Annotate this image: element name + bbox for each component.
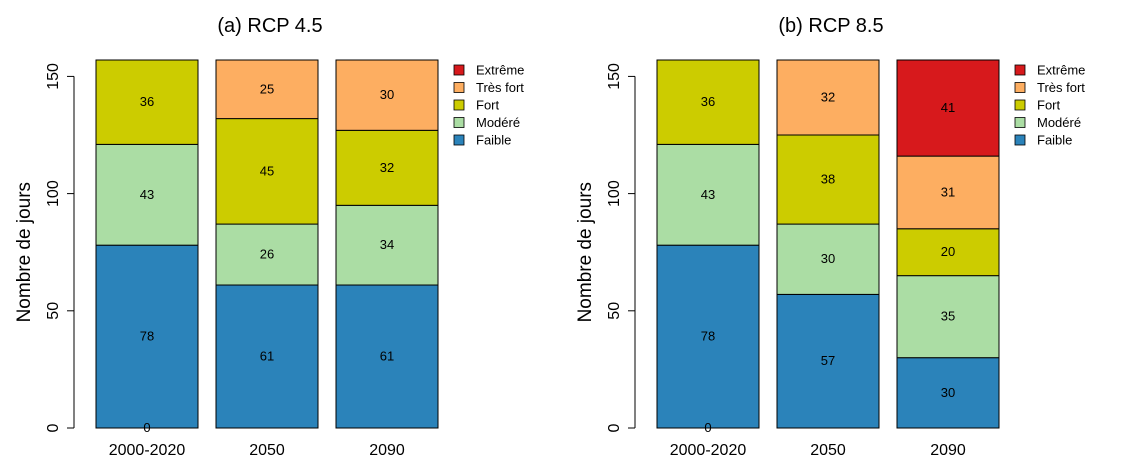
x-tick-label: 2000-2020 <box>670 442 747 459</box>
legend-swatch <box>1014 99 1026 111</box>
bar-segment <box>335 129 439 206</box>
y-tick-label: 100 <box>45 180 62 207</box>
data-label: 32 <box>821 90 835 105</box>
y-tick-label: 50 <box>606 302 623 320</box>
legend-label: Modéré <box>476 115 520 130</box>
data-label: 34 <box>380 237 394 252</box>
bar-segment <box>656 59 760 145</box>
data-label: 30 <box>941 385 955 400</box>
legend-swatch <box>453 82 465 93</box>
bar-segment <box>656 143 760 246</box>
chart-rcp45: (a) RCP 4.5 Nombre de jours 0 50 100 150 78 43 3… <box>14 15 524 459</box>
y-tick-label: 150 <box>45 63 62 90</box>
y-tick-label: 50 <box>45 302 62 320</box>
chart-title: (b) RCP 8.5 <box>778 15 883 37</box>
bar-segment <box>95 244 199 429</box>
legend-swatch <box>1014 117 1026 128</box>
data-label: 0 <box>704 420 711 435</box>
legend-swatch <box>1014 64 1026 76</box>
x-tick-label: 2050 <box>249 442 285 459</box>
legend-label: Extrême <box>476 63 524 78</box>
y-tick-label: 0 <box>45 423 62 432</box>
legend-label: Fort <box>1037 98 1061 113</box>
y-tick-label: 0 <box>606 423 623 432</box>
data-label: 43 <box>701 187 715 202</box>
bar-segment <box>896 275 1000 359</box>
data-label: 78 <box>140 329 154 344</box>
data-label: 57 <box>821 353 835 368</box>
data-label: 61 <box>260 349 274 364</box>
legend-label: Modéré <box>1037 115 1081 130</box>
y-tick-label: 100 <box>606 180 623 207</box>
chart-title: (a) RCP 4.5 <box>217 15 322 37</box>
legend-label: Extrême <box>1037 63 1085 78</box>
data-label: 0 <box>143 420 150 435</box>
legend-label: Fort <box>476 98 500 113</box>
data-label: 20 <box>941 244 955 259</box>
x-tick-label: 2050 <box>810 442 846 459</box>
legend-swatch <box>453 99 465 111</box>
bar-segment <box>896 155 1000 230</box>
bar-segment <box>335 204 439 286</box>
data-label: 45 <box>260 163 274 178</box>
data-label: 25 <box>260 81 274 96</box>
data-label: 78 <box>701 329 715 344</box>
chart-rcp85: (b) RCP 8.5 Nombre de jours 0 50 100 150 78 43 3… <box>575 15 1085 459</box>
bar-segment <box>215 59 319 120</box>
bar-segment <box>656 244 760 429</box>
bar-segment <box>896 59 1000 157</box>
y-axis-label: Nombre de jours <box>575 182 596 322</box>
data-label: 38 <box>821 172 835 187</box>
data-label: 32 <box>380 160 394 175</box>
legend-swatch <box>453 134 465 146</box>
bar-segment <box>95 143 199 246</box>
legend-swatch <box>1014 134 1026 146</box>
x-tick-label: 2000-2020 <box>109 442 186 459</box>
legend-swatch <box>453 64 465 76</box>
legend-label: Faible <box>476 133 511 148</box>
x-tick-label: 2090 <box>930 442 966 459</box>
bar-segment <box>776 223 880 295</box>
legend-swatch <box>453 117 465 128</box>
x-tick-label: 2090 <box>369 442 405 459</box>
legend-label: Très fort <box>1037 80 1085 95</box>
data-label: 41 <box>941 100 955 115</box>
data-label: 30 <box>380 87 394 102</box>
legend-swatch <box>1014 82 1026 93</box>
y-axis-label: Nombre de jours <box>14 182 35 322</box>
data-label: 35 <box>941 309 955 324</box>
bar-segment <box>776 134 880 225</box>
bar-segment <box>95 59 199 145</box>
data-label: 31 <box>941 184 955 199</box>
data-label: 26 <box>260 247 274 262</box>
y-tick-label: 150 <box>606 63 623 90</box>
bar-segment <box>335 284 439 429</box>
data-label: 61 <box>380 349 394 364</box>
legend-label: Faible <box>1037 133 1072 148</box>
data-label: 36 <box>140 94 154 109</box>
data-label: 36 <box>701 94 715 109</box>
data-label: 30 <box>821 251 835 266</box>
bar-segment <box>335 59 439 131</box>
bar-segment <box>776 59 880 136</box>
data-label: 43 <box>140 187 154 202</box>
legend-label: Très fort <box>476 80 524 95</box>
